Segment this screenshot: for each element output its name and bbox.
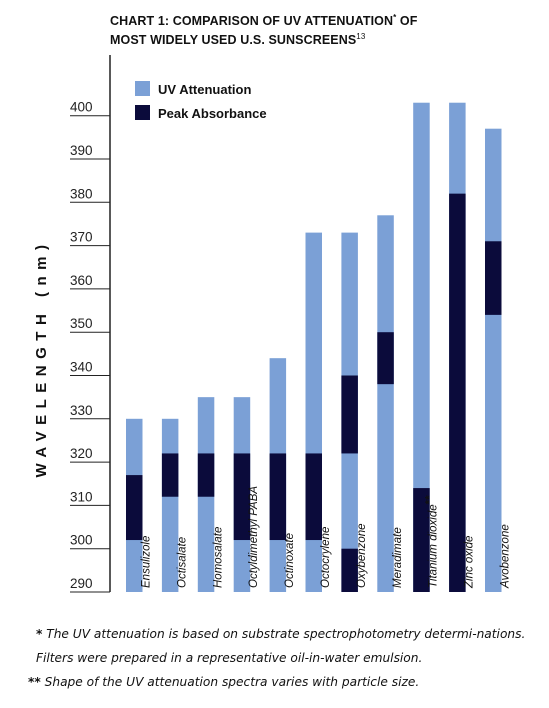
chart-area: 290 300 310 320 330 340 350 360 370 380 390 400 WAVE…	[33, 55, 512, 593]
legend-label: UV Attenuation	[158, 82, 251, 97]
y-tick-label: 360	[70, 273, 93, 288]
bar-peak-absorbance	[485, 241, 502, 315]
y-tick-label: 330	[70, 403, 93, 418]
footnotes: * The UV attenuation is based on substra…	[28, 622, 533, 694]
y-tick-label: 320	[70, 446, 93, 461]
y-axis-title: WAVELENGTH (nm)	[33, 239, 50, 478]
footnote-1-mark: *	[36, 627, 43, 641]
bar-attenuation	[413, 102, 430, 593]
bar-peak-absorbance	[233, 453, 251, 541]
bar-peak-absorbance	[341, 548, 358, 592]
bar-peak-absorbance	[126, 475, 143, 541]
category-label: Avobenzone	[500, 524, 512, 589]
bar-peak-absorbance	[269, 453, 287, 541]
legend-swatch-peak	[135, 105, 150, 120]
y-tick-label: 390	[70, 143, 93, 158]
bar-peak-absorbance	[161, 453, 179, 497]
category-label: Meradimate	[392, 527, 404, 588]
bar-peak-absorbance	[197, 453, 215, 497]
y-tick-label: 310	[70, 489, 93, 504]
bar-peak-absorbance	[413, 488, 430, 592]
y-tick-label: 290	[70, 576, 93, 591]
category-label: Ensulizole	[141, 536, 153, 588]
category-label: Titanium dioxide**	[425, 495, 440, 588]
bar-attenuation	[377, 215, 394, 593]
bar-peak-absorbance	[377, 332, 394, 385]
title-line-2: MOST WIDELY USED U.S. SUNSCREENS	[110, 33, 357, 48]
category-label: Zinc oxide	[464, 536, 476, 589]
category-label: Octinoxate	[284, 533, 296, 588]
y-tick-label: 340	[70, 360, 93, 375]
category-label: Octisalate	[176, 537, 188, 588]
category-label: Octocrylene	[320, 527, 332, 588]
footnote-1-text: The UV attenuation is based on substrate…	[36, 627, 526, 665]
y-tick-label: 400	[70, 100, 93, 115]
title-line-1: CHART 1: COMPARISON OF UV ATTENUATION	[110, 14, 394, 29]
footnote-2-mark: **	[28, 675, 41, 689]
y-tick-label: 380	[70, 186, 93, 201]
legend-label: Peak Absorbance	[158, 106, 267, 121]
bar-peak-absorbance	[341, 375, 358, 454]
y-tick-label: 300	[70, 533, 93, 548]
y-tick-label: 350	[70, 316, 93, 331]
legend-swatch-attenuation	[135, 81, 150, 96]
chart-title: CHART 1: COMPARISON OF UV ATTENUATION* O…	[110, 10, 530, 48]
title-asterisk: *	[393, 13, 397, 22]
y-tick-label: 370	[70, 230, 93, 245]
bar-attenuation	[485, 128, 502, 592]
category-label: Octyldimethyl PABA	[248, 486, 260, 588]
footnote-1: * The UV attenuation is based on substra…	[36, 622, 533, 670]
title-reference: 13	[356, 32, 366, 42]
bar-peak-absorbance	[449, 193, 466, 592]
title-line-1-end: OF	[396, 14, 418, 29]
category-label: Oxybenzone	[356, 523, 368, 588]
footnote-2: ** Shape of the UV attenuation spectra v…	[28, 670, 533, 694]
bar-peak-absorbance	[305, 453, 322, 541]
footnote-2-text: Shape of the UV attenuation spectra vari…	[44, 675, 420, 689]
category-label: Homosalate	[212, 527, 224, 588]
category-label-mark: **	[425, 495, 437, 504]
